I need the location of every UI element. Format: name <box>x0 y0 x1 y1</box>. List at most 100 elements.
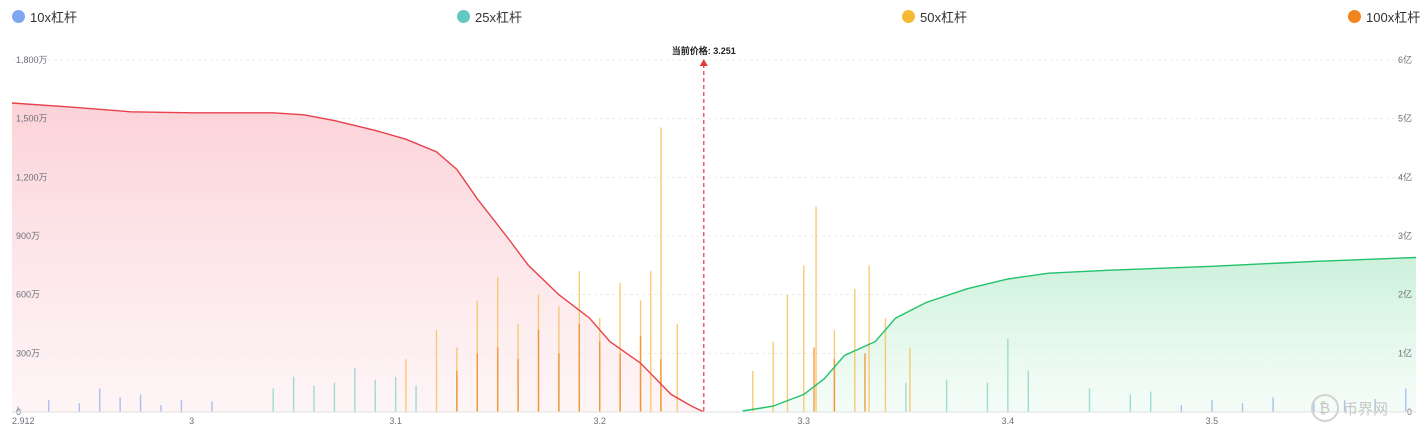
leverage-bar <box>180 400 183 412</box>
leverage-bar <box>1374 399 1376 412</box>
leverage-bar <box>435 329 438 412</box>
leverage-bar <box>558 353 560 412</box>
cumulative-lines <box>11 102 1417 413</box>
leverage-bar <box>99 388 101 412</box>
leverage-bar <box>1405 388 1407 412</box>
leverage-bar <box>211 401 213 412</box>
long-line <box>11 102 705 413</box>
legend-label-10x: 10x杠杆 <box>30 10 77 25</box>
legend-label-25x: 25x杠杆 <box>475 10 522 25</box>
y-right-tick-label: 4亿 <box>1398 171 1412 182</box>
y-left-tick-label: 600万 <box>16 290 40 300</box>
leverage-bar <box>815 206 817 412</box>
leverage-bar <box>884 318 887 412</box>
svg-text:币界网: 币界网 <box>1343 401 1388 418</box>
legend-label-50x: 50x杠杆 <box>920 10 967 25</box>
leverage-bar <box>639 335 642 412</box>
y-left-tick-label: 900万 <box>16 231 40 241</box>
leverage-bar <box>1180 404 1183 412</box>
leverage-bar <box>139 394 142 412</box>
legend: 10x杠杆 25x杠杆 50x杠杆 100x杠杆 <box>0 0 1423 34</box>
legend-item-25x[interactable]: 25x杠杆 <box>457 7 522 26</box>
current-price-arrow-icon <box>699 59 708 66</box>
legend-dot-50x-icon <box>902 10 915 23</box>
watermark: ₿ 币界网 <box>1311 394 1388 422</box>
short-area <box>742 257 1416 412</box>
leverage-bar <box>833 359 836 412</box>
leverage-bar <box>456 370 458 412</box>
leverage-bar <box>496 277 499 412</box>
leverage-bar <box>48 400 50 412</box>
leverage-bar <box>905 382 907 412</box>
leverage-bar <box>660 359 662 412</box>
leverage-bar <box>313 385 315 412</box>
leverage-bar <box>786 294 789 412</box>
leverage-bar <box>676 324 678 412</box>
leverage-bar <box>1211 400 1213 412</box>
legend-item-100x[interactable]: 100x杠杆 <box>1348 7 1420 26</box>
leverage-bars <box>17 127 1407 412</box>
current-price-marker: 当前价格: 3.251 <box>672 45 736 412</box>
y-left-tick-label: 1,200万 <box>16 172 48 182</box>
y-right-tick-label: 5亿 <box>1398 113 1412 124</box>
leverage-bar <box>272 388 274 412</box>
current-price-label: 当前价格: 3.251 <box>672 45 736 56</box>
legend-label-100x: 100x杠杆 <box>1366 10 1421 25</box>
y-right-tick-label: 1亿 <box>1398 347 1412 358</box>
leverage-bar <box>1272 397 1274 412</box>
leverage-bar <box>1313 401 1315 412</box>
leverage-bar <box>517 359 519 412</box>
leverage-bar <box>1241 403 1244 412</box>
leverage-bar <box>333 382 336 412</box>
leverage-bar <box>660 127 662 412</box>
leverage-bar <box>752 370 754 412</box>
long-area <box>12 103 704 412</box>
leverage-bar <box>1150 391 1152 412</box>
leverage-bar <box>1343 400 1346 412</box>
leverage-bar <box>909 347 911 412</box>
leverage-bar <box>1088 388 1091 412</box>
leverage-bar <box>292 376 295 412</box>
leverage-bar <box>394 376 397 412</box>
short-line <box>742 256 1417 412</box>
legend-dot-25x-icon <box>457 10 470 23</box>
legend-dot-10x-icon <box>12 10 25 23</box>
leverage-bar <box>813 347 815 412</box>
x-tick-label: 3.5 <box>1206 416 1219 426</box>
y-right-tick-label: 3亿 <box>1398 230 1412 241</box>
leverage-bar <box>864 353 866 412</box>
leverage-bar <box>650 271 652 412</box>
leverage-bar <box>868 265 870 412</box>
leverage-bar <box>17 406 19 412</box>
x-tick-label: 3.4 <box>1002 416 1015 426</box>
x-tick-label: 3.3 <box>798 416 811 426</box>
leverage-bar <box>1129 394 1132 412</box>
legend-dot-100x-icon <box>1348 10 1361 23</box>
legend-item-50x[interactable]: 50x杠杆 <box>902 7 967 26</box>
leverage-bar <box>578 324 581 412</box>
y-left-tick-label: 1,800万 <box>16 55 48 65</box>
leverage-bar <box>945 379 948 412</box>
leverage-bar <box>496 347 499 412</box>
leverage-bar <box>619 353 621 412</box>
leverage-bar <box>476 353 478 412</box>
leverage-bar <box>803 265 805 412</box>
leverage-bar <box>986 382 989 412</box>
leverage-bar <box>119 397 121 412</box>
x-tick-label: 3 <box>189 416 194 426</box>
leverage-bar <box>619 282 621 412</box>
y-left-tick-label: 300万 <box>16 348 40 358</box>
leverage-bar <box>772 341 774 412</box>
y-right-tick-label: 2亿 <box>1398 289 1412 300</box>
x-tick-label: 3.2 <box>593 416 606 426</box>
leverage-bar <box>599 341 601 412</box>
x-tick-label: 3.1 <box>389 416 402 426</box>
y-left-tick-label: 1,500万 <box>16 114 48 124</box>
leverage-bar <box>1007 338 1009 412</box>
leverage-bar <box>354 368 356 412</box>
leverage-bar <box>1027 370 1029 412</box>
legend-item-10x[interactable]: 10x杠杆 <box>12 7 77 26</box>
leverage-bar <box>537 329 540 412</box>
